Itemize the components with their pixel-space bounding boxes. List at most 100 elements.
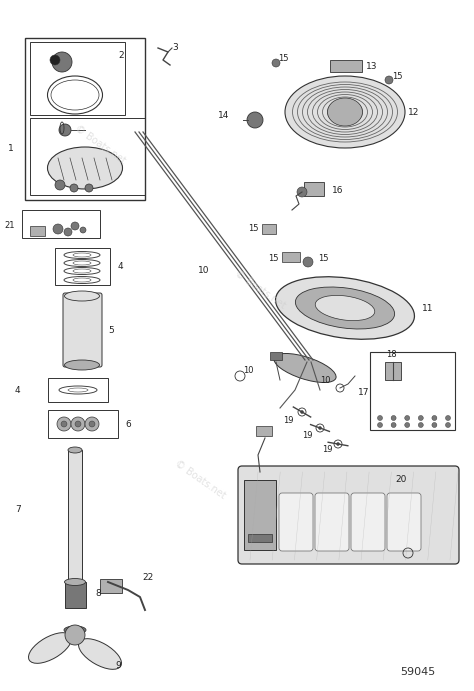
Ellipse shape [47, 147, 122, 189]
Text: 6: 6 [125, 419, 131, 428]
FancyBboxPatch shape [387, 493, 421, 551]
Bar [370, 352, 455, 430]
Ellipse shape [79, 638, 121, 670]
Circle shape [319, 426, 321, 430]
Bar [244, 480, 276, 550]
Bar [25, 38, 145, 200]
Bar [22, 210, 100, 238]
Ellipse shape [285, 76, 405, 148]
Circle shape [53, 224, 63, 234]
Bar [55, 248, 110, 285]
Bar [48, 410, 118, 438]
Circle shape [391, 422, 396, 428]
Text: © Boats.net: © Boats.net [233, 269, 287, 311]
Text: 11: 11 [422, 303, 434, 312]
Text: 15: 15 [268, 254, 279, 263]
Circle shape [65, 625, 85, 645]
Ellipse shape [275, 276, 414, 339]
Text: 21: 21 [4, 220, 15, 229]
Circle shape [405, 415, 410, 421]
Bar [48, 378, 108, 402]
Circle shape [85, 184, 93, 192]
Text: 17: 17 [358, 388, 370, 397]
Text: 1: 1 [8, 144, 14, 153]
Bar [270, 352, 282, 360]
Circle shape [55, 180, 65, 190]
Circle shape [301, 410, 303, 413]
Circle shape [446, 415, 450, 421]
Circle shape [377, 415, 383, 421]
Circle shape [377, 422, 383, 428]
Bar [256, 426, 272, 436]
Circle shape [71, 222, 79, 230]
Text: 15: 15 [318, 254, 328, 263]
Text: 16: 16 [332, 185, 344, 194]
Circle shape [418, 415, 423, 421]
Ellipse shape [64, 578, 85, 585]
Text: 9: 9 [115, 661, 121, 670]
Circle shape [59, 124, 71, 136]
Bar [30, 42, 125, 115]
Circle shape [52, 52, 72, 72]
Bar [68, 450, 82, 580]
Circle shape [50, 55, 60, 65]
Circle shape [85, 417, 99, 431]
Bar [30, 118, 145, 195]
Text: 4: 4 [118, 261, 124, 270]
Bar [385, 362, 401, 380]
Circle shape [303, 257, 313, 267]
FancyBboxPatch shape [63, 293, 102, 367]
Ellipse shape [64, 291, 100, 301]
Circle shape [64, 228, 72, 236]
Bar [330, 60, 362, 72]
Ellipse shape [68, 447, 82, 453]
Circle shape [272, 59, 280, 67]
Circle shape [89, 421, 95, 427]
Text: 13: 13 [366, 61, 377, 70]
Text: © Boats.net: © Boats.net [73, 124, 128, 167]
Text: 8: 8 [95, 589, 101, 598]
Ellipse shape [274, 354, 336, 383]
Ellipse shape [328, 98, 363, 126]
Text: 5: 5 [108, 325, 114, 334]
Text: 14: 14 [218, 111, 229, 120]
Circle shape [405, 422, 410, 428]
Bar [282, 252, 300, 262]
Circle shape [71, 417, 85, 431]
Circle shape [418, 422, 423, 428]
Circle shape [391, 415, 396, 421]
Bar [65, 582, 86, 608]
Ellipse shape [64, 360, 100, 370]
Circle shape [446, 422, 450, 428]
Bar [100, 579, 122, 593]
Circle shape [432, 422, 437, 428]
Text: © Boats.net: © Boats.net [173, 459, 228, 501]
Text: 19: 19 [322, 446, 332, 455]
Text: 10: 10 [198, 265, 210, 274]
Text: 15: 15 [278, 53, 289, 62]
Text: 7: 7 [15, 506, 21, 515]
Text: 10: 10 [320, 375, 330, 384]
FancyBboxPatch shape [315, 493, 349, 551]
Circle shape [297, 187, 307, 197]
Ellipse shape [64, 626, 86, 634]
Text: 4: 4 [15, 386, 21, 395]
Ellipse shape [28, 633, 72, 663]
Text: 3: 3 [172, 43, 178, 52]
Circle shape [75, 421, 81, 427]
Text: 2: 2 [118, 50, 124, 59]
Text: 12: 12 [408, 108, 419, 117]
Text: 20: 20 [395, 475, 406, 484]
Text: 15: 15 [248, 223, 258, 232]
Circle shape [80, 227, 86, 233]
Circle shape [432, 415, 437, 421]
Ellipse shape [295, 287, 394, 329]
Circle shape [70, 184, 78, 192]
Text: 19: 19 [302, 431, 312, 440]
Bar [262, 224, 276, 234]
Circle shape [57, 417, 71, 431]
FancyBboxPatch shape [279, 493, 313, 551]
Text: 22: 22 [142, 574, 153, 583]
Ellipse shape [315, 296, 375, 321]
Text: 19: 19 [283, 415, 293, 424]
